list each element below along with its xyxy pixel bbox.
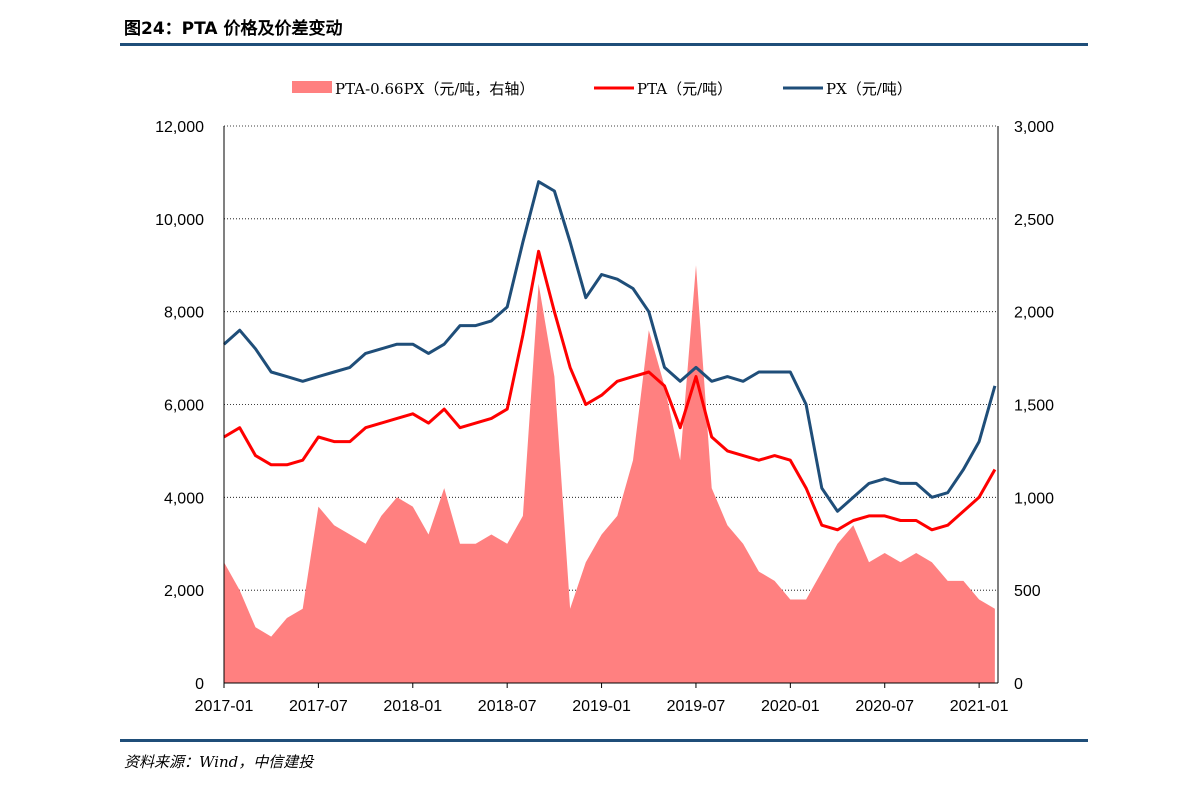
legend-spread-label: PTA-0.66PX（元/吨，右轴） [335, 80, 534, 98]
y-right-tick-label: 1,000 [1014, 490, 1054, 507]
legend-spread: PTA-0.66PX（元/吨，右轴） [292, 80, 534, 98]
series-spread-area [224, 265, 995, 683]
legend-pta: PTA（元/吨） [594, 80, 732, 98]
x-tick-label: 2017-01 [195, 698, 254, 715]
legend: PTA-0.66PX（元/吨，右轴） PTA（元/吨） PX（元/吨） [292, 80, 912, 98]
y-right-tick-label: 2,000 [1014, 305, 1054, 322]
bottom-rule [120, 739, 1088, 742]
y-left-tick-label: 4,000 [164, 490, 204, 507]
series-px-line [223, 180, 997, 513]
y-left-tick-label: 8,000 [164, 305, 204, 322]
x-tick-label: 2019-01 [572, 698, 631, 715]
price-lines-layer [223, 180, 997, 532]
legend-px-label: PX（元/吨） [826, 80, 912, 98]
y-left-tick-label: 0 [195, 676, 204, 693]
x-tick-label: 2019-07 [667, 698, 726, 715]
y-right-tick-label: 500 [1014, 583, 1041, 600]
x-tick-label: 2020-01 [761, 698, 820, 715]
y-left-tick-label: 10,000 [155, 212, 204, 229]
x-tick-label: 2021-01 [950, 698, 1009, 715]
x-tick-label: 2020-07 [855, 698, 914, 715]
spread-area-layer [224, 265, 995, 683]
x-tick-label: 2017-07 [289, 698, 348, 715]
legend-spread-swatch [292, 81, 332, 93]
y-right-tick-label: 1,500 [1014, 398, 1054, 415]
gridlines [224, 125, 998, 591]
y-right-tick-label: 2,500 [1014, 212, 1054, 229]
top-rule [120, 43, 1088, 46]
axes: 0 2,000 4,000 6,000 8,000 10,000 12,000 0 500 1,0… [155, 119, 1054, 715]
y-left-tick-label: 12,000 [155, 119, 204, 136]
source-note: 资料来源：Wind，中信建投 [124, 753, 314, 771]
x-tick-label: 2018-07 [478, 698, 537, 715]
y-right-tick-label: 0 [1014, 676, 1023, 693]
y-left-tick-label: 2,000 [164, 583, 204, 600]
legend-pta-label: PTA（元/吨） [637, 80, 732, 98]
x-tick-label: 2018-01 [383, 698, 442, 715]
figure-title: 图24：PTA 价格及价差变动 [124, 19, 343, 39]
y-left-tick-label: 6,000 [164, 398, 204, 415]
legend-px: PX（元/吨） [783, 80, 912, 98]
y-right-tick-label: 3,000 [1014, 119, 1054, 136]
series-pta-line [223, 249, 997, 532]
